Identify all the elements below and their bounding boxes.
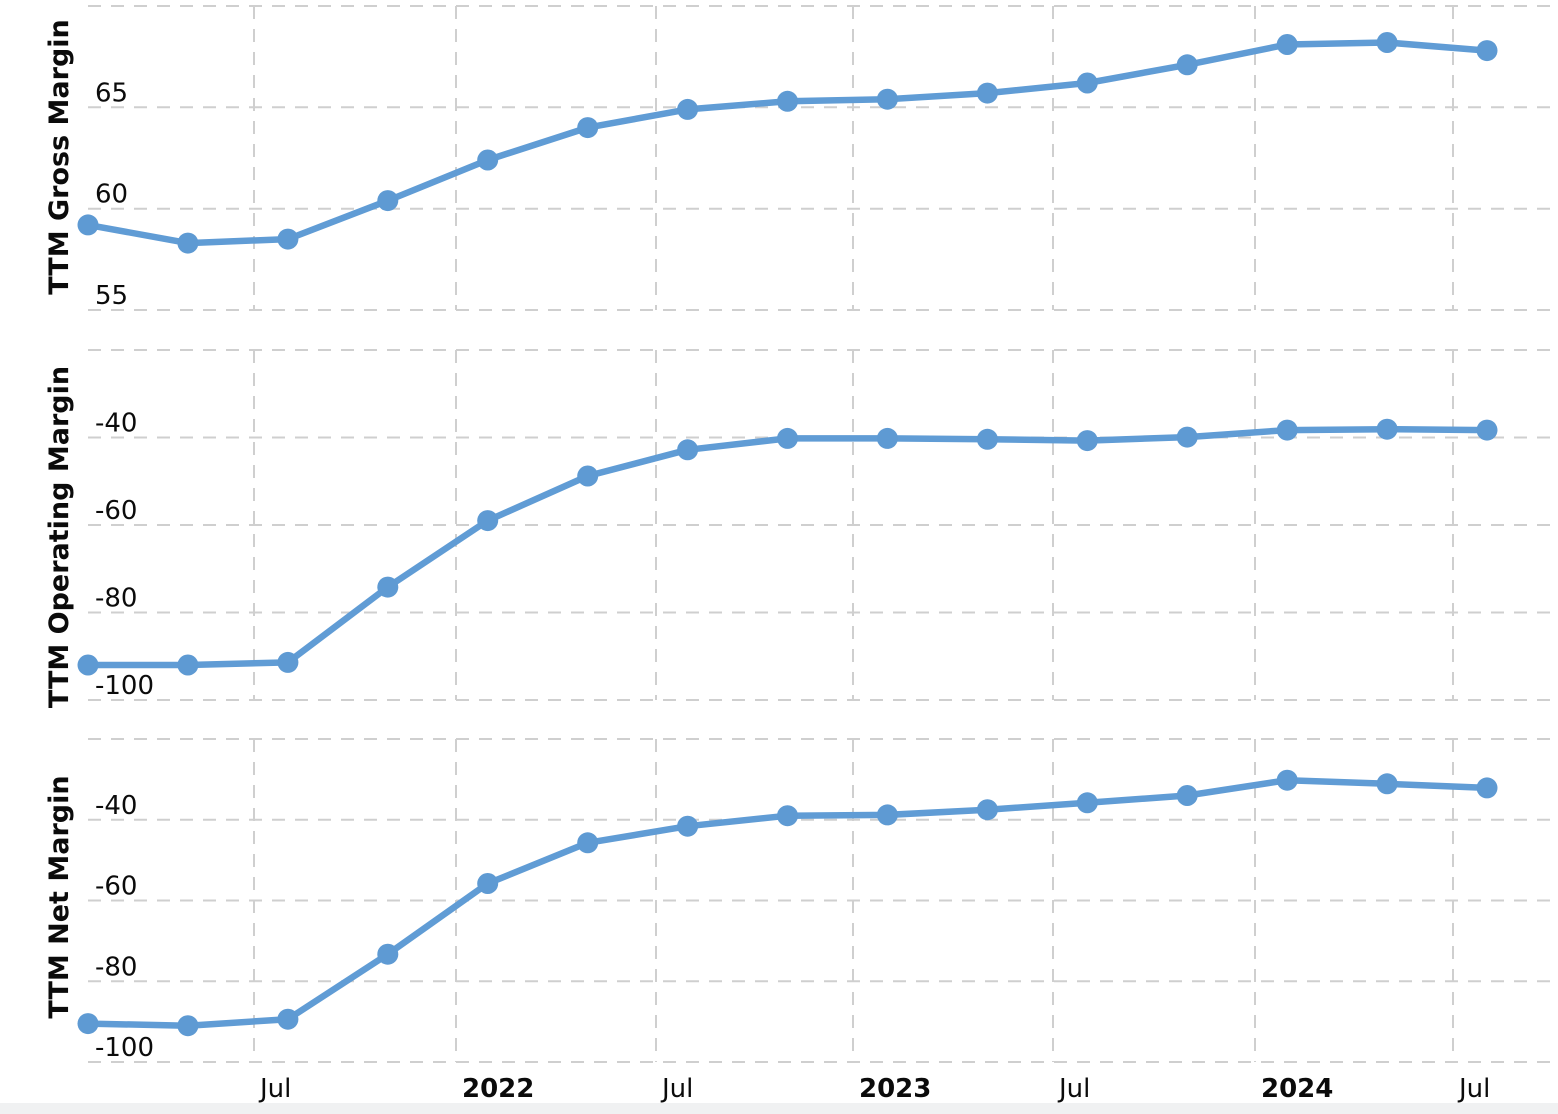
y-tick-label: -60 [95, 872, 137, 902]
data-point[interactable] [277, 651, 299, 673]
x-tick-label: Jul [1057, 1074, 1090, 1104]
y-tick-label: -100 [95, 671, 154, 701]
y-tick-label: -60 [95, 496, 137, 526]
data-point[interactable] [1276, 34, 1298, 55]
data-point[interactable] [77, 214, 99, 236]
data-point[interactable] [277, 228, 299, 250]
data-point[interactable] [876, 804, 898, 826]
data-point[interactable] [1176, 785, 1198, 806]
data-point[interactable] [1376, 418, 1398, 440]
y-tick-label: -40 [95, 791, 137, 821]
data-point[interactable] [177, 232, 199, 254]
axis-title-gross_margin: TTM Gross Margin [44, 19, 75, 295]
data-point[interactable] [777, 427, 798, 449]
data-point[interactable] [1276, 419, 1298, 441]
y-tick-label: -100 [95, 1033, 154, 1063]
data-point[interactable] [1376, 32, 1398, 53]
y-tick-label: -80 [95, 584, 137, 614]
y-tick-label: 60 [95, 180, 128, 210]
data-point[interactable] [1476, 419, 1498, 441]
data-point[interactable] [177, 654, 199, 676]
data-point[interactable] [1076, 72, 1098, 94]
data-point[interactable] [777, 805, 798, 827]
data-point[interactable] [1276, 769, 1298, 791]
data-point[interactable] [976, 799, 998, 821]
data-point[interactable] [577, 832, 599, 854]
data-point[interactable] [1076, 430, 1098, 452]
data-point[interactable] [1076, 792, 1098, 814]
data-point[interactable] [1176, 426, 1198, 448]
data-point[interactable] [477, 510, 499, 532]
data-point[interactable] [777, 90, 798, 112]
data-point[interactable] [477, 149, 499, 171]
axis-title-net_margin: TTM Net Margin [44, 775, 75, 1018]
data-point[interactable] [377, 190, 399, 212]
x-tick-label: Jul [1457, 1074, 1490, 1104]
data-point[interactable] [277, 1008, 299, 1030]
data-point[interactable] [1476, 777, 1498, 799]
data-point[interactable] [677, 815, 699, 837]
data-point[interactable] [876, 427, 898, 449]
x-tick-label: 2024 [1261, 1074, 1333, 1104]
y-tick-label: 65 [95, 78, 128, 108]
x-tick-label: 2022 [462, 1074, 534, 1104]
data-point[interactable] [477, 873, 499, 894]
data-point[interactable] [876, 88, 898, 110]
x-tick-label: Jul [660, 1074, 693, 1104]
data-point[interactable] [677, 439, 699, 461]
y-tick-label: -40 [95, 409, 137, 439]
data-point[interactable] [1176, 54, 1198, 76]
data-point[interactable] [1376, 773, 1398, 795]
data-point[interactable] [976, 428, 998, 450]
bottom-strip [0, 1103, 1558, 1114]
data-point[interactable] [1476, 40, 1498, 62]
data-point[interactable] [577, 117, 599, 139]
data-point[interactable] [177, 1015, 199, 1037]
data-point[interactable] [377, 943, 399, 965]
data-point[interactable] [577, 465, 599, 487]
y-tick-label: 55 [95, 281, 128, 311]
axis-title-operating_margin: TTM Operating Margin [44, 366, 75, 708]
data-point[interactable] [77, 1013, 99, 1035]
data-point[interactable] [77, 654, 99, 676]
x-tick-label: Jul [258, 1074, 291, 1104]
x-tick-label: 2023 [859, 1074, 931, 1104]
data-point[interactable] [976, 82, 998, 104]
data-point[interactable] [377, 576, 399, 598]
data-point[interactable] [677, 98, 699, 120]
y-tick-label: -80 [95, 952, 137, 982]
